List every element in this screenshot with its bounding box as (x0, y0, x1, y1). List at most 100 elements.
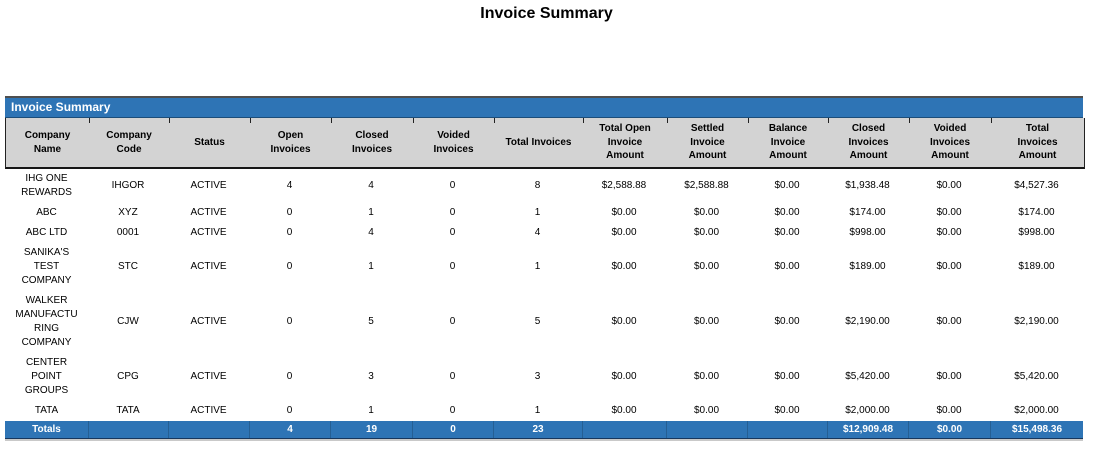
cell-total-invoices: 5 (534, 316, 541, 327)
table-row-tata: TATA TATA ACTIVE 0 1 0 1 $0.00 $0.00 $0.00 $2,000.… (5, 401, 1083, 421)
cell-total-invoices-amount: $174.00 (1018, 207, 1055, 218)
cell-voided-invoices-amount: $0.00 (936, 180, 962, 191)
cell-status: ACTIVE (190, 371, 227, 382)
cell-settled-invoice-amount: $0.00 (693, 316, 720, 327)
cell-voided-invoices-amount: $0.00 (936, 227, 962, 238)
cell-total-invoices-amount: $5,420.00 (1014, 371, 1059, 382)
cell-total-invoices: 1 (534, 207, 541, 218)
table-body: IHG ONE REWARDS IHGOR ACTIVE 4 4 0 8 $2,588.88 $… (5, 169, 1085, 421)
cell-balance-invoice-amount: $0.00 (774, 207, 800, 218)
cell-settled-invoice-amount: $0.00 (693, 227, 720, 238)
totals-total-open-invoice-amount (582, 421, 666, 438)
cell-total-invoices: 1 (534, 405, 541, 416)
cell-balance-invoice-amount: $0.00 (774, 261, 800, 272)
column-header-voided-invoices: Voided Invoices (413, 118, 494, 167)
cell-company-name: TATA (34, 405, 59, 416)
cell-voided-invoices: 0 (449, 207, 456, 218)
totals-label: Totals (32, 424, 61, 435)
cell-balance-invoice-amount: $0.00 (774, 371, 800, 382)
cell-closed-invoices: 5 (368, 316, 374, 327)
cell-voided-invoices: 0 (449, 261, 456, 272)
totals-company-code (88, 421, 168, 438)
column-header-open-invoices: Open Invoices (250, 118, 331, 167)
cell-company-code: CPG (117, 371, 139, 382)
cell-company-code: TATA (116, 405, 140, 416)
cell-closed-invoices: 1 (368, 207, 374, 218)
cell-total-invoices-amount: $4,527.36 (1014, 180, 1059, 191)
cell-open-invoices: 4 (286, 180, 293, 191)
cell-closed-invoices-amount: $2,000.00 (845, 405, 890, 416)
cell-settled-invoice-amount: $0.00 (693, 371, 720, 382)
cell-closed-invoices-amount: $5,420.00 (845, 371, 890, 382)
column-header-company-code: Company Code (89, 118, 169, 167)
cell-company-name: IHG ONE REWARDS (21, 173, 72, 198)
cell-status: ACTIVE (190, 261, 227, 272)
cell-total-open-invoice-amount: $0.00 (611, 371, 637, 382)
cell-total-invoices: 4 (534, 227, 541, 238)
cell-closed-invoices-amount: $174.00 (849, 207, 886, 218)
cell-settled-invoice-amount: $0.00 (693, 261, 720, 272)
totals-closed-invoices-amount: $12,909.48 (827, 421, 908, 438)
cell-company-code: CJW (117, 316, 139, 327)
cell-total-open-invoice-amount: $0.00 (611, 405, 637, 416)
cell-total-invoices-amount: $2,190.00 (1014, 316, 1059, 327)
cell-total-invoices-amount: $2,000.00 (1014, 405, 1059, 416)
column-header-company-name: Company Name (24, 130, 71, 155)
column-header-total-invoices: Total Invoices (494, 118, 583, 167)
cell-closed-invoices-amount: $189.00 (849, 261, 886, 272)
cell-total-invoices: 8 (534, 180, 541, 191)
totals-settled-invoice-amount (666, 421, 747, 438)
page-title: Invoice Summary (480, 5, 613, 22)
cell-open-invoices: 0 (286, 371, 293, 382)
column-header-balance-invoice-amount: Balance Invoice Amount (748, 118, 828, 167)
table-row-sanika-s-test-company: SANIKA'S TEST COMPANY STC ACTIVE 0 1 0 1 $0.00 $… (5, 243, 1083, 291)
cell-voided-invoices-amount: $0.00 (936, 371, 962, 382)
cell-status: ACTIVE (190, 180, 227, 191)
cell-settled-invoice-amount: $2,588.88 (684, 180, 729, 191)
table-bottom-line (5, 439, 1083, 441)
column-header-status: Status (169, 118, 250, 167)
cell-closed-invoices-amount: $2,190.00 (845, 316, 890, 327)
cell-settled-invoice-amount: $0.00 (693, 405, 720, 416)
column-header-closed-invoices-amount: Closed Invoices Amount (828, 118, 909, 167)
totals-voided-invoices-amount: $0.00 (908, 421, 990, 438)
cell-voided-invoices-amount: $0.00 (936, 207, 962, 218)
cell-company-code: 0001 (116, 227, 140, 238)
cell-closed-invoices: 4 (368, 227, 374, 238)
cell-status: ACTIVE (190, 227, 227, 238)
column-header-settled-invoice-amount: Settled Invoice Amount (667, 118, 748, 167)
cell-voided-invoices: 0 (449, 180, 456, 191)
totals-voided-invoices: 0 (412, 421, 493, 438)
cell-open-invoices: 0 (286, 261, 293, 272)
cell-closed-invoices: 3 (368, 371, 374, 382)
table-row-walker-manufacturing-company: WALKER MANUFACTURING COMPANY CJW ACTIVE 0 5 0… (5, 291, 1083, 353)
cell-company-code: IHGOR (111, 180, 145, 191)
cell-closed-invoices: 1 (368, 405, 374, 416)
totals-row: Totals 4 19 0 23 $12,909.48 $0.00 $15,498.36 (5, 421, 1083, 439)
column-header-voided-invoices-amount: Voided Invoices Amount (909, 118, 991, 167)
cell-total-invoices-amount: $998.00 (1018, 227, 1055, 238)
cell-voided-invoices: 0 (449, 371, 456, 382)
cell-company-name: WALKER MANUFACTURING COMPANY (15, 295, 78, 348)
totals-total-invoices-amount: $15,498.36 (990, 421, 1083, 438)
cell-total-open-invoice-amount: $0.00 (611, 227, 637, 238)
cell-company-name: CENTER POINT GROUPS (24, 357, 69, 396)
cell-status: ACTIVE (190, 207, 227, 218)
cell-voided-invoices-amount: $0.00 (936, 261, 962, 272)
cell-voided-invoices: 0 (449, 405, 456, 416)
invoice-summary-report: Invoice Summary Company Name Company Code… (5, 96, 1085, 441)
column-header-closed-invoices: Closed Invoices (331, 118, 413, 167)
cell-open-invoices: 0 (286, 405, 293, 416)
cell-total-open-invoice-amount: $0.00 (611, 261, 637, 272)
cell-closed-invoices-amount: $998.00 (849, 227, 886, 238)
table-row-center-point-groups: CENTER POINT GROUPS CPG ACTIVE 0 3 0 3 $0.00 $0.… (5, 353, 1083, 401)
section-header-bar: Invoice Summary (5, 98, 1083, 118)
cell-closed-invoices-amount: $1,938.48 (845, 180, 890, 191)
totals-closed-invoices: 19 (330, 421, 412, 438)
cell-status: ACTIVE (190, 405, 227, 416)
cell-total-open-invoice-amount: $2,588.88 (601, 180, 647, 191)
table-row-abc: ABC XYZ ACTIVE 0 1 0 1 $0.00 $0.00 $0.00 $174.00 $0… (5, 203, 1083, 223)
table-row-abc-ltd: ABC LTD 0001 ACTIVE 0 4 0 4 $0.00 $0.00 $0.00 $998… (5, 223, 1083, 243)
totals-open-invoices: 4 (249, 421, 330, 438)
cell-company-code: STC (118, 261, 138, 272)
